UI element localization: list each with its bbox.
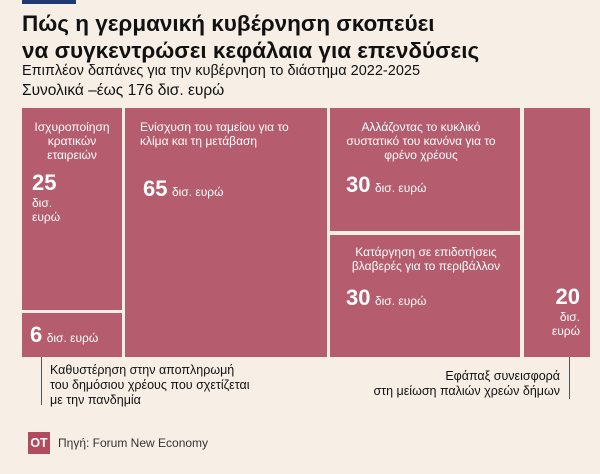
callout-pandemic-line-1: Καθυστέρηση στην αποπληρωμή (50, 363, 235, 377)
callout-municipal-line-1: Εφάπαξ συνεισφορά (445, 369, 560, 383)
title-line-1: Πώς η γερμανική κυβέρνηση σκοπεύει (22, 11, 435, 36)
tile-state-companies: Ισχυροποίηση κρατικών εταιρειών 25 δισ. … (22, 108, 122, 310)
value-65: 65 (143, 176, 168, 201)
tile-climate-fund: Ενίσχυση του ταμείου για το κλίμα και τη… (125, 108, 327, 357)
chart-title: Πώς η γερμανική κυβέρνηση σκοπεύει να συ… (22, 10, 582, 64)
tile-subsidies-value: 30 δισ. ευρώ (346, 285, 426, 311)
tile-debt-brake-label: Αλλάζοντας το κυκλικό συστατικό του κανό… (346, 120, 496, 162)
tile-climate-value: 65 δισ. ευρώ (143, 176, 223, 202)
unit-30a: δισ. ευρώ (374, 181, 427, 195)
unit-6: δισ. ευρώ (46, 331, 99, 345)
ot-logo: ΟΤ (28, 432, 50, 454)
total-label: Συνολικά –έως 176 δισ. ευρώ (22, 82, 225, 99)
unit-line-2: ευρώ (32, 210, 61, 224)
callout-pandemic-line-2: του δημόσιου χρέους που σχετίζεται (50, 378, 250, 392)
tile-debt-brake: Αλλάζοντας το κυκλικό συστατικό του κανό… (330, 108, 520, 231)
title-line-2: να συγκεντρώσει κεφάλαια για επενδύσεις (22, 38, 480, 63)
callout-municipal-line-2: στη μείωση παλιών χρεών δήμων (373, 384, 560, 398)
tile-state-companies-value: 25 δισ. ευρώ (32, 170, 60, 224)
value-20: 20 (555, 284, 580, 309)
value-6: 6 (30, 322, 43, 347)
leader-line-municipal (569, 357, 570, 399)
unit-65: δισ. ευρώ (171, 185, 224, 199)
tile-pandemic-value: 6 δισ. ευρώ (30, 322, 98, 348)
unit-line-1: δισ. (32, 196, 53, 210)
tile-subsidies: Κατάργηση σε επιδοτήσεις βλαβερές για το… (330, 235, 520, 357)
tile-pandemic-debt: 6 δισ. ευρώ (22, 313, 122, 357)
tile-municipal-debt: 20 δισ. ευρώ (524, 108, 590, 357)
tile-state-companies-label: Ισχυροποίηση κρατικών εταιρειών (34, 120, 110, 162)
tile-debt-brake-value: 30 δισ. ευρώ (346, 172, 426, 198)
chart-subtitle: Επιπλέον δαπάνες για την κυβέρνηση το δι… (22, 63, 421, 79)
value-30b: 30 (346, 285, 371, 310)
source-note: Πηγή: Forum New Economy (58, 436, 209, 450)
tile-climate-label: Ενίσχυση του ταμείου για το κλίμα και τη… (140, 120, 289, 148)
unit-20-line-2: ευρώ (551, 324, 580, 338)
callout-municipal: Εφάπαξ συνεισφορά στη μείωση παλιών χρεώ… (373, 369, 560, 399)
value-30a: 30 (346, 172, 371, 197)
value-25: 25 (32, 170, 57, 195)
accent-bar (22, 0, 76, 4)
unit-20-line-1: δισ. (559, 310, 580, 324)
tile-municipal-value: 20 δισ. ευρώ (552, 284, 580, 338)
tile-subsidies-label: Κατάργηση σε επιδοτήσεις βλαβερές για το… (351, 245, 501, 273)
callout-pandemic-line-3: με την πανδημία (50, 393, 141, 407)
unit-30b: δισ. ευρώ (374, 294, 427, 308)
leader-line-pandemic (41, 357, 42, 405)
callout-pandemic: Καθυστέρηση στην αποπληρωμή του δημόσιου… (50, 363, 250, 408)
